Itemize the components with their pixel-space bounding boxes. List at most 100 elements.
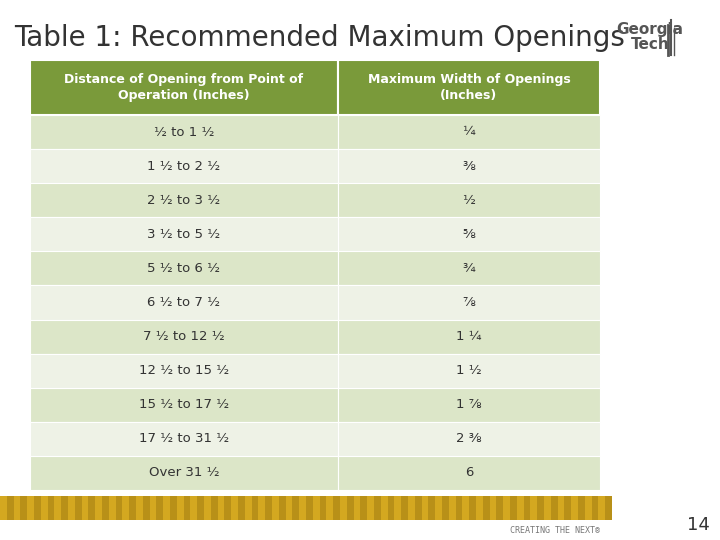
Bar	[0, 496, 6, 520]
Bar	[564, 496, 571, 520]
Bar	[361, 496, 367, 520]
Text: Over 31 ½: Over 31 ½	[148, 467, 219, 480]
Bar	[61, 496, 68, 520]
Bar	[258, 496, 265, 520]
Text: 6 ½ to 7 ½: 6 ½ to 7 ½	[148, 296, 220, 309]
Bar	[27, 496, 34, 520]
Bar	[163, 496, 170, 520]
Text: 6: 6	[464, 467, 473, 480]
Text: ⅜: ⅜	[462, 160, 475, 173]
Bar	[170, 496, 177, 520]
Bar	[557, 496, 564, 520]
Bar	[338, 422, 600, 456]
Text: 2 ⅜: 2 ⅜	[456, 433, 482, 446]
Bar	[483, 496, 490, 520]
Bar	[326, 496, 333, 520]
Bar	[578, 496, 585, 520]
Bar	[338, 217, 600, 251]
Bar	[381, 496, 387, 520]
Bar	[306, 496, 312, 520]
Bar	[95, 496, 102, 520]
Text: Distance of Opening from Point of
Operation (Inches): Distance of Opening from Point of Operat…	[64, 73, 303, 102]
Bar	[279, 496, 286, 520]
Bar	[523, 496, 531, 520]
Bar	[34, 496, 41, 520]
Bar	[300, 496, 306, 520]
Bar	[20, 496, 27, 520]
Bar	[30, 286, 338, 320]
Bar	[30, 320, 338, 354]
Bar	[340, 496, 347, 520]
Bar	[143, 496, 150, 520]
Bar	[456, 496, 462, 520]
Bar	[129, 496, 136, 520]
Bar	[75, 496, 81, 520]
Bar	[354, 496, 361, 520]
Bar	[238, 496, 245, 520]
Bar	[14, 496, 20, 520]
Bar	[286, 496, 292, 520]
Text: CREATING THE NEXT®: CREATING THE NEXT®	[510, 526, 600, 535]
Bar	[116, 496, 122, 520]
Bar	[469, 496, 476, 520]
Bar	[122, 496, 129, 520]
Bar	[598, 496, 606, 520]
Bar	[449, 496, 456, 520]
Bar	[6, 496, 14, 520]
Bar	[177, 496, 184, 520]
Bar	[320, 496, 326, 520]
Bar	[338, 149, 600, 183]
Text: 14: 14	[687, 516, 710, 534]
Bar	[211, 496, 217, 520]
Text: 3 ½ to 5 ½: 3 ½ to 5 ½	[148, 228, 220, 241]
Bar	[395, 496, 401, 520]
Bar	[251, 496, 258, 520]
Bar	[408, 496, 415, 520]
Bar	[30, 422, 338, 456]
Bar	[136, 496, 143, 520]
Bar	[333, 496, 340, 520]
Bar	[30, 388, 338, 422]
Bar	[338, 183, 600, 217]
Bar	[30, 183, 338, 217]
Bar	[102, 496, 109, 520]
Bar	[496, 496, 503, 520]
Bar	[81, 496, 89, 520]
Text: ⅝: ⅝	[462, 228, 475, 241]
Bar	[55, 496, 61, 520]
Text: 2 ½ to 3 ½: 2 ½ to 3 ½	[148, 194, 220, 207]
Text: 12 ½ to 15 ½: 12 ½ to 15 ½	[139, 364, 229, 377]
Bar	[30, 60, 338, 115]
Bar	[30, 149, 338, 183]
Bar	[476, 496, 483, 520]
Text: 1 ½ to 2 ½: 1 ½ to 2 ½	[148, 160, 220, 173]
Bar	[585, 496, 592, 520]
Bar	[592, 496, 598, 520]
Bar	[150, 496, 156, 520]
Bar	[510, 496, 517, 520]
Bar	[68, 496, 75, 520]
Bar	[338, 354, 600, 388]
Text: 1 ½: 1 ½	[456, 364, 482, 377]
Bar	[231, 496, 238, 520]
Bar	[462, 496, 469, 520]
Text: 15 ½ to 17 ½: 15 ½ to 17 ½	[139, 399, 229, 411]
Bar	[551, 496, 557, 520]
Bar	[442, 496, 449, 520]
Bar	[401, 496, 408, 520]
Bar	[338, 286, 600, 320]
Bar	[347, 496, 354, 520]
Bar	[312, 496, 320, 520]
Text: Table 1: Recommended Maximum Openings: Table 1: Recommended Maximum Openings	[14, 24, 625, 52]
Bar	[245, 496, 251, 520]
Bar	[428, 496, 435, 520]
Text: 1 ¼: 1 ¼	[456, 330, 482, 343]
Bar	[41, 496, 48, 520]
Bar	[544, 496, 551, 520]
Bar	[30, 354, 338, 388]
Bar	[89, 496, 95, 520]
Text: Tech: Tech	[631, 37, 670, 52]
Text: 5 ½ to 6 ½: 5 ½ to 6 ½	[148, 262, 220, 275]
Bar	[422, 496, 428, 520]
Bar	[537, 496, 544, 520]
